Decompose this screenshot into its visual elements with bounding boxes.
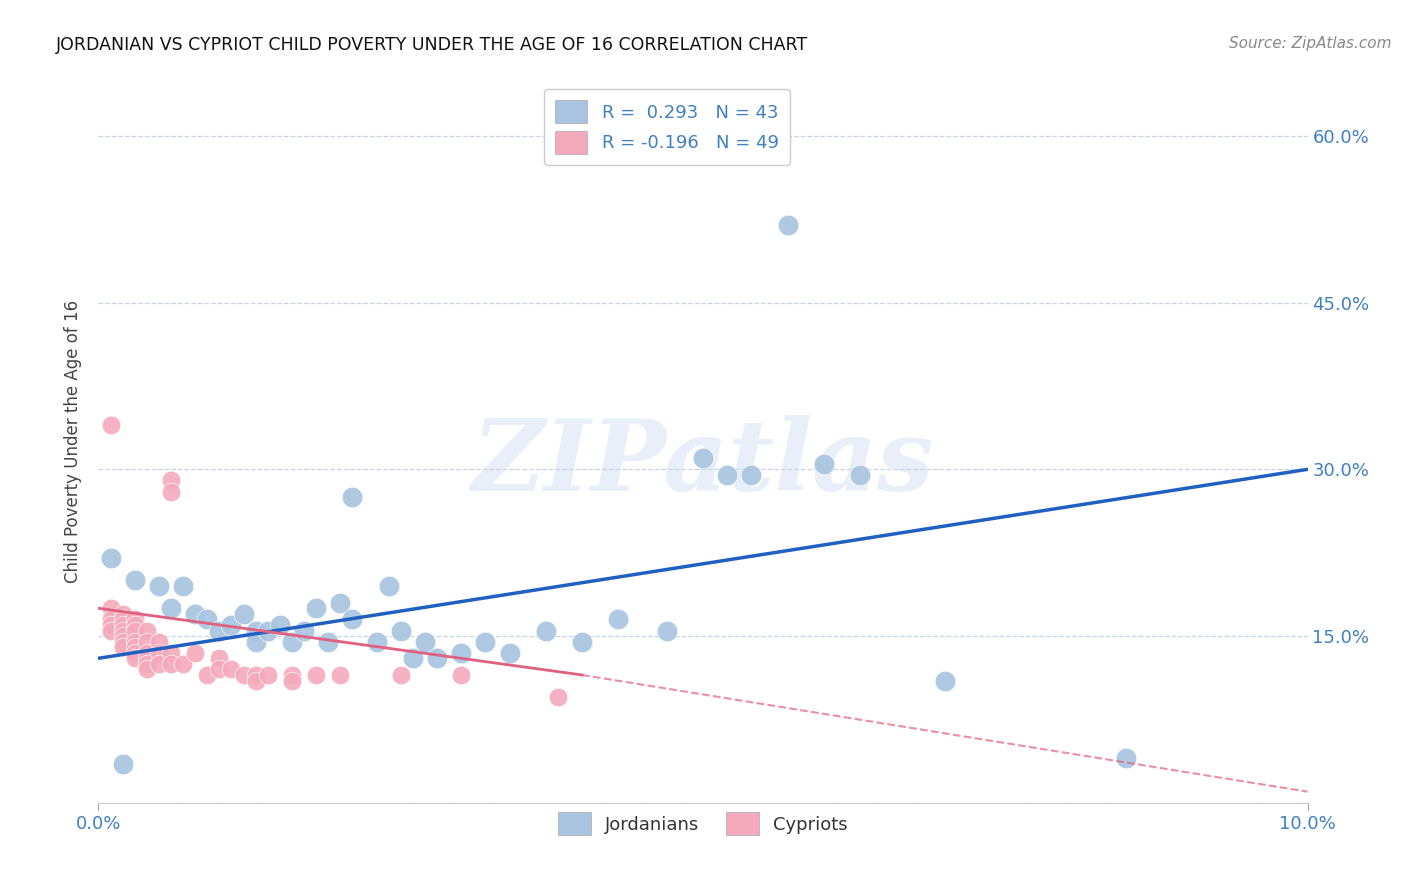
Point xyxy=(329,668,352,682)
Point xyxy=(692,451,714,466)
Point xyxy=(111,618,134,632)
Point xyxy=(498,646,520,660)
Point xyxy=(292,624,315,638)
Point xyxy=(305,601,328,615)
Point xyxy=(571,634,593,648)
Point xyxy=(135,651,157,665)
Point xyxy=(450,646,472,660)
Point xyxy=(716,467,738,482)
Text: JORDANIAN VS CYPRIOT CHILD POVERTY UNDER THE AGE OF 16 CORRELATION CHART: JORDANIAN VS CYPRIOT CHILD POVERTY UNDER… xyxy=(56,36,808,54)
Point xyxy=(534,624,557,638)
Point xyxy=(124,612,146,626)
Point xyxy=(281,673,304,688)
Point xyxy=(195,612,218,626)
Point xyxy=(195,668,218,682)
Y-axis label: Child Poverty Under the Age of 16: Child Poverty Under the Age of 16 xyxy=(65,300,83,583)
Point xyxy=(208,651,231,665)
Point xyxy=(776,218,799,232)
Point xyxy=(256,624,278,638)
Point xyxy=(111,640,134,655)
Point xyxy=(232,668,254,682)
Point xyxy=(124,634,146,648)
Point xyxy=(148,579,170,593)
Point xyxy=(100,551,122,566)
Point xyxy=(245,673,267,688)
Point xyxy=(413,634,436,648)
Point xyxy=(474,634,496,648)
Legend: Jordanians, Cypriots: Jordanians, Cypriots xyxy=(550,803,856,845)
Point xyxy=(100,624,122,638)
Point xyxy=(547,690,569,705)
Point xyxy=(305,668,328,682)
Point xyxy=(655,624,678,638)
Point xyxy=(148,657,170,671)
Point xyxy=(342,490,364,504)
Point xyxy=(221,618,243,632)
Point xyxy=(316,634,339,648)
Point xyxy=(208,624,231,638)
Text: ZIPatlas: ZIPatlas xyxy=(472,415,934,511)
Point xyxy=(111,607,134,621)
Point xyxy=(245,668,267,682)
Point xyxy=(100,601,122,615)
Point xyxy=(124,618,146,632)
Point xyxy=(148,634,170,648)
Point xyxy=(160,474,183,488)
Point xyxy=(111,624,134,638)
Point xyxy=(245,634,267,648)
Point xyxy=(934,673,956,688)
Point xyxy=(450,668,472,682)
Point xyxy=(135,662,157,676)
Point xyxy=(160,657,183,671)
Point xyxy=(111,612,134,626)
Point xyxy=(245,624,267,638)
Point xyxy=(377,579,399,593)
Point xyxy=(160,484,183,499)
Point xyxy=(100,612,122,626)
Point xyxy=(124,574,146,588)
Point xyxy=(160,601,183,615)
Point xyxy=(849,467,872,482)
Point xyxy=(111,629,134,643)
Point xyxy=(740,467,762,482)
Point xyxy=(281,668,304,682)
Point xyxy=(135,624,157,638)
Point xyxy=(281,634,304,648)
Point xyxy=(100,417,122,432)
Point xyxy=(221,662,243,676)
Point xyxy=(135,657,157,671)
Point xyxy=(389,668,412,682)
Point xyxy=(269,618,291,632)
Point xyxy=(402,651,425,665)
Point xyxy=(256,668,278,682)
Point xyxy=(124,646,146,660)
Point xyxy=(111,634,134,648)
Text: Source: ZipAtlas.com: Source: ZipAtlas.com xyxy=(1229,36,1392,51)
Point xyxy=(148,646,170,660)
Point xyxy=(111,756,134,771)
Point xyxy=(100,618,122,632)
Point xyxy=(1115,751,1137,765)
Point xyxy=(135,634,157,648)
Point xyxy=(172,657,194,671)
Point xyxy=(124,624,146,638)
Point xyxy=(342,612,364,626)
Point xyxy=(184,607,207,621)
Point xyxy=(607,612,630,626)
Point xyxy=(124,651,146,665)
Point xyxy=(208,662,231,676)
Point xyxy=(124,640,146,655)
Point xyxy=(426,651,449,665)
Point xyxy=(172,579,194,593)
Point xyxy=(389,624,412,638)
Point xyxy=(329,596,352,610)
Point xyxy=(184,646,207,660)
Point xyxy=(160,646,183,660)
Point xyxy=(366,634,388,648)
Point xyxy=(232,607,254,621)
Point xyxy=(135,646,157,660)
Point xyxy=(813,457,835,471)
